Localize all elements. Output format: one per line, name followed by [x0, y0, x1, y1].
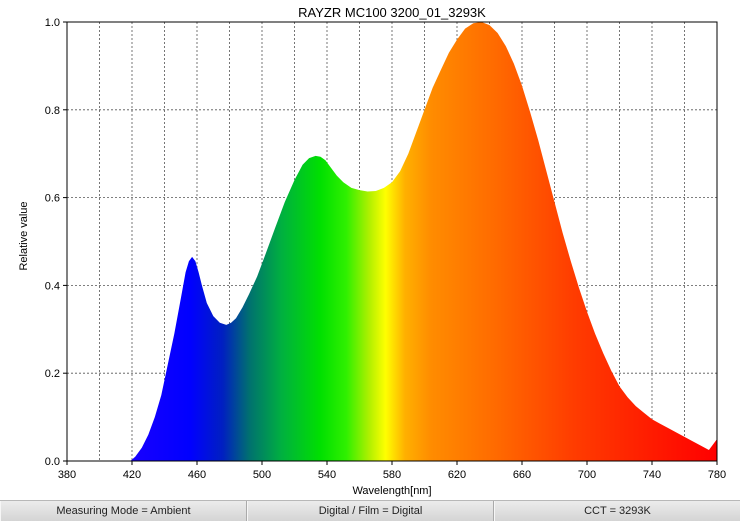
y-tick-label: 1.0	[45, 17, 60, 29]
x-tick-label: 700	[578, 469, 596, 481]
x-tick-label: 740	[643, 469, 661, 481]
y-tick-label: 0.4	[45, 280, 60, 292]
spectrum-area	[130, 22, 717, 461]
x-tick-label: 380	[58, 469, 76, 481]
x-tick-label: 540	[318, 469, 336, 481]
y-tick-labels: 0.0 0.2 0.4 0.6 0.8 1.0	[45, 17, 67, 468]
spectrum-chart: 380 420 460 500 540 580 620 660 700 740 780 0.0 0.2…	[18, 5, 726, 497]
x-tick-label: 460	[188, 469, 206, 481]
status-bar: Measuring Mode = Ambient Digital / Film …	[0, 500, 740, 521]
y-tick-label: 0.2	[45, 368, 60, 380]
x-tick-label: 780	[708, 469, 726, 481]
x-tick-label: 620	[448, 469, 466, 481]
x-tick-label: 660	[513, 469, 531, 481]
x-tick-label: 580	[383, 469, 401, 481]
y-axis-label: Relative value	[18, 201, 30, 270]
y-tick-label: 0.0	[45, 456, 60, 468]
y-tick-label: 0.8	[45, 105, 60, 117]
x-tick-label: 420	[123, 469, 141, 481]
x-axis-label: Wavelength[nm]	[352, 485, 431, 497]
digital-film-status: Digital / Film = Digital	[247, 501, 494, 521]
measuring-mode-status: Measuring Mode = Ambient	[0, 501, 247, 521]
cct-status: CCT = 3293K	[494, 501, 740, 521]
x-tick-labels: 380 420 460 500 540 580 620 660 700 740 780	[58, 461, 726, 481]
x-tick-label: 500	[253, 469, 271, 481]
chart-title: RAYZR MC100 3200_01_3293K	[298, 5, 486, 20]
y-tick-label: 0.6	[45, 193, 60, 205]
